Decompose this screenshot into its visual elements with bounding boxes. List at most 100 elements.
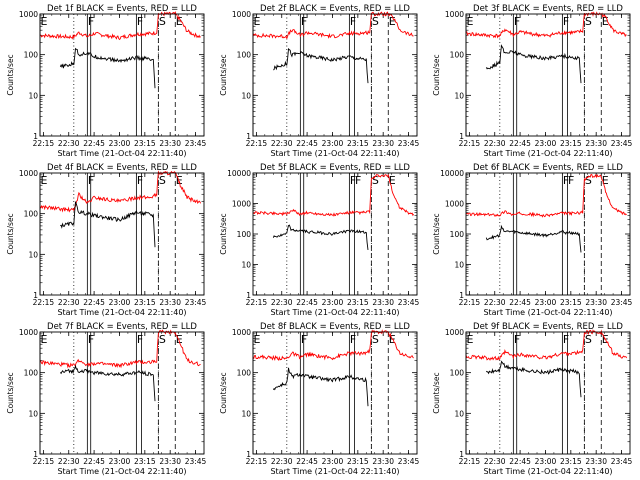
y-axis-label: Counts/sec [219,372,228,413]
series-line-events [485,44,582,84]
series-line-events [272,224,369,250]
marker-label: S [159,174,166,187]
x-tick-label: 23:30 [159,457,181,466]
chart-panel-8: Det 8f BLACK = Events, RED = LLD Counts/s… [219,322,420,476]
y-tick-label: 1 [459,291,464,300]
y-tick-label: 10 [28,91,38,100]
x-tick-label: 23:00 [535,298,557,307]
chart-title: Det 2f BLACK = Events, RED = LLD [260,4,410,14]
y-tick-label: 1 [33,132,38,141]
marker-label: S [585,174,592,187]
x-tick-label: 23:15 [134,139,156,148]
plot-frame [252,172,418,296]
x-axis-label: Start Time (21-Oct-04 22:11:40) [483,467,612,476]
x-tick-label: 22:15 [246,298,268,307]
y-tick-label: 10 [28,250,38,259]
x-tick-label: 23:30 [159,298,181,307]
y-tick-label: 10 [241,91,251,100]
y-tick-label: 100 [450,369,465,378]
chart-panel-2: Det 2f BLACK = Events, RED = LLD Counts/s… [219,4,420,158]
x-tick-label: 22:15 [459,457,481,466]
x-tick-label: 23:30 [372,139,394,148]
marker-label: E [41,333,48,346]
y-axis-label: Counts/sec [219,54,228,95]
chart-panel-4: Det 4f BLACK = Events, RED = LLD Counts/s… [6,163,207,317]
x-tick-label: 22:45 [296,139,318,148]
x-tick-label: 22:30 [484,139,506,148]
x-tick-label: 22:30 [58,298,80,307]
chart-title: Det 3f BLACK = Events, RED = LLD [473,4,623,14]
series-line-lld [252,11,414,40]
y-tick-label: 10 [28,409,38,418]
marker-label: S [585,333,592,346]
marker-label: F [350,174,356,187]
y-tick-label: 1 [246,132,251,141]
marker-label: E [389,174,396,187]
x-axis-label: Start Time (21-Oct-04 22:11:40) [270,308,399,317]
x-tick-label: 23:30 [585,457,607,466]
marker-label: E [602,15,609,28]
plot-frame [39,172,205,296]
plot-frame [252,331,418,455]
plot-frame [252,13,418,137]
x-tick-label: 23:00 [535,139,557,148]
chart-title: Det 6f BLACK = Events, RED = LLD [473,163,623,173]
x-tick-label: 23:15 [347,139,369,148]
y-axis-label: Counts/sec [219,213,228,254]
y-axis-label: Counts/sec [432,372,441,413]
x-tick-label: 23:00 [322,457,344,466]
y-tick-label: 1000 [232,10,251,19]
plot-frame [39,13,205,137]
x-tick-label: 23:30 [372,298,394,307]
series-line-lld [252,173,414,217]
x-tick-label: 22:45 [509,139,531,148]
series-line-events [59,47,156,89]
x-tick-label: 22:45 [296,298,318,307]
y-tick-label: 10 [241,261,251,270]
chart-title: Det 1f BLACK = Events, RED = LLD [47,4,197,14]
marker-label: E [602,333,609,346]
series-line-events [273,47,369,84]
chart-title: Det 8f BLACK = Events, RED = LLD [260,322,410,332]
y-tick-label: 100 [237,51,252,60]
x-tick-label: 23:30 [159,139,181,148]
x-axis-label: Start Time (21-Oct-04 22:11:40) [57,467,186,476]
y-tick-label: 100 [24,210,39,219]
y-axis-label: Counts/sec [432,213,441,254]
plot-frame [465,172,631,296]
y-tick-label: 100 [24,51,39,60]
marker-label: E [41,174,48,187]
y-tick-label: 1000 [445,200,464,209]
x-tick-label: 23:15 [347,457,369,466]
x-tick-label: 23:00 [109,298,131,307]
x-tick-label: 22:15 [33,457,55,466]
x-tick-label: 23:45 [185,457,207,466]
x-tick-label: 23:00 [322,139,344,148]
x-tick-label: 22:30 [484,298,506,307]
x-tick-label: 22:30 [271,139,293,148]
x-tick-label: 23:00 [322,298,344,307]
chart-panel-7: Det 7f BLACK = Events, RED = LLD Counts/s… [6,322,207,476]
marker-label: S [372,15,379,28]
x-tick-label: 22:15 [459,139,481,148]
chart-title: Det 4f BLACK = Events, RED = LLD [47,163,197,173]
x-tick-label: 23:00 [109,139,131,148]
y-tick-label: 1 [33,291,38,300]
marker-label: F [563,174,569,187]
x-tick-label: 22:45 [83,298,105,307]
x-tick-label: 23:45 [398,298,420,307]
marker-label: F [563,15,569,28]
marker-label: F [355,174,361,187]
chart-panel-6: Det 6f BLACK = Events, RED = LLD Counts/s… [432,163,633,317]
marker-label: S [585,15,592,28]
marker-label: E [176,15,183,28]
y-tick-label: 1 [246,450,251,459]
x-tick-label: 23:45 [611,298,633,307]
y-tick-label: 10000 [227,169,251,178]
marker-label: S [159,333,166,346]
marker-label: E [389,15,396,28]
y-tick-label: 100 [237,230,252,239]
chart-panel-1: Det 1f BLACK = Events, RED = LLD Counts/s… [6,4,207,158]
series-line-lld [39,170,202,213]
